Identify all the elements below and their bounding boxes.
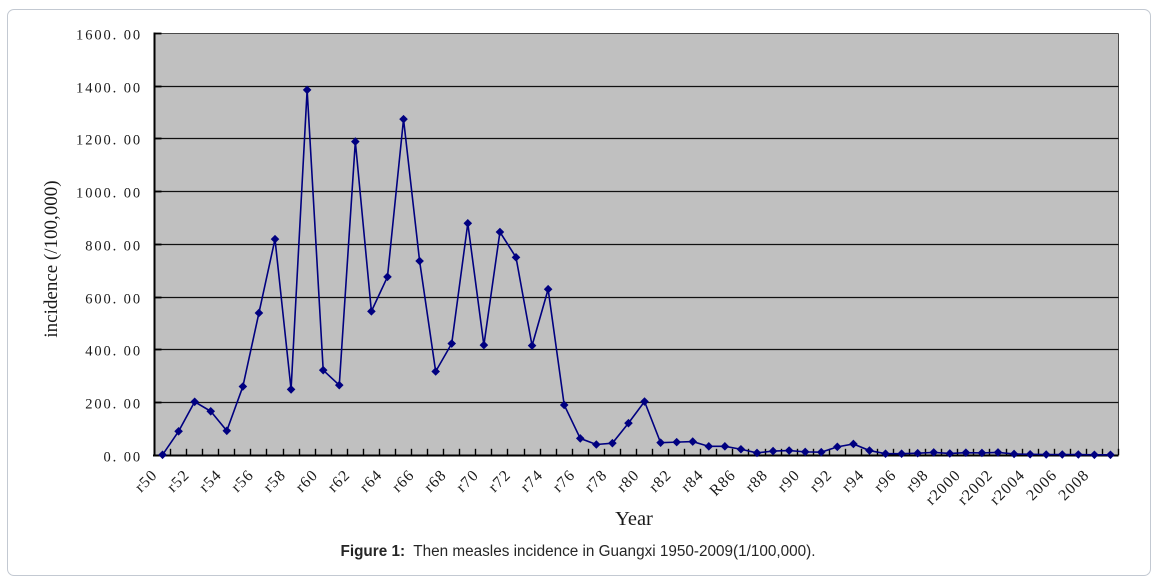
svg-text:r76: r76 xyxy=(550,467,579,496)
svg-text:r90: r90 xyxy=(774,467,803,496)
svg-text:r72: r72 xyxy=(485,467,514,496)
svg-text:r58: r58 xyxy=(260,467,289,496)
svg-text:r66: r66 xyxy=(389,467,418,496)
svg-text:0. 00: 0. 00 xyxy=(104,450,143,466)
svg-text:r64: r64 xyxy=(357,467,386,496)
svg-text:r74: r74 xyxy=(517,467,546,496)
svg-text:200. 00: 200. 00 xyxy=(85,397,142,413)
svg-text:R86: R86 xyxy=(706,467,739,500)
svg-text:r62: r62 xyxy=(325,467,354,496)
svg-text:r56: r56 xyxy=(228,467,257,496)
svg-text:r96: r96 xyxy=(871,467,900,496)
svg-text:800. 00: 800. 00 xyxy=(85,239,142,255)
svg-text:1600. 00: 1600. 00 xyxy=(76,28,142,44)
svg-text:r92: r92 xyxy=(807,467,836,496)
svg-text:r82: r82 xyxy=(646,467,675,496)
svg-text:r80: r80 xyxy=(614,467,643,496)
svg-text:400. 00: 400. 00 xyxy=(85,344,142,360)
svg-text:Year: Year xyxy=(615,508,653,530)
svg-text:r60: r60 xyxy=(292,467,321,496)
svg-text:r2002: r2002 xyxy=(955,467,997,509)
svg-text:r2000: r2000 xyxy=(922,467,964,509)
svg-text:r94: r94 xyxy=(839,467,868,496)
svg-text:r88: r88 xyxy=(742,467,771,496)
svg-text:1400. 00: 1400. 00 xyxy=(76,81,142,97)
svg-text:2006: 2006 xyxy=(1023,467,1060,504)
svg-text:r2004: r2004 xyxy=(987,467,1029,509)
svg-text:r78: r78 xyxy=(582,467,611,496)
svg-text:incidence (/100,000): incidence (/100,000) xyxy=(41,180,62,337)
svg-text:1200. 00: 1200. 00 xyxy=(76,133,142,149)
svg-text:r52: r52 xyxy=(164,467,193,496)
svg-text:2008: 2008 xyxy=(1055,467,1092,504)
svg-text:r84: r84 xyxy=(678,467,707,496)
svg-text:r50: r50 xyxy=(132,467,161,496)
svg-text:600. 00: 600. 00 xyxy=(85,292,142,308)
svg-text:r68: r68 xyxy=(421,467,450,496)
svg-text:r70: r70 xyxy=(453,467,482,496)
svg-text:1000. 00: 1000. 00 xyxy=(76,186,142,202)
svg-text:r54: r54 xyxy=(196,467,225,496)
